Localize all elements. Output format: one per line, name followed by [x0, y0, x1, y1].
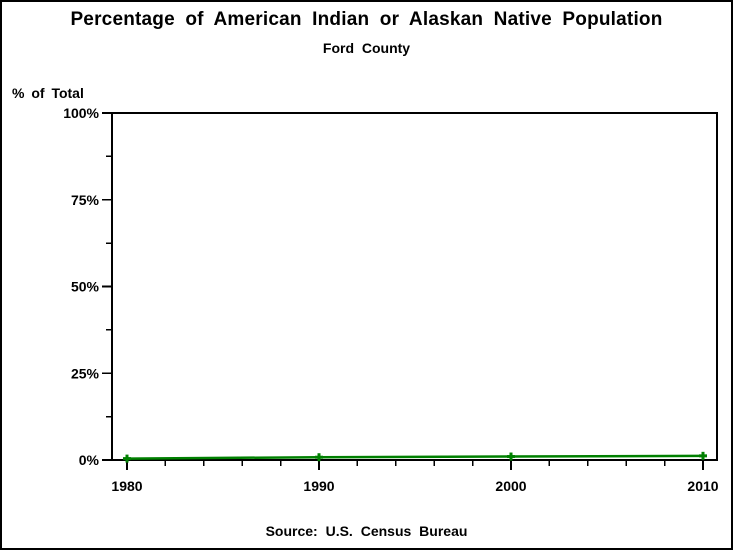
x-tick-label: 1990 [303, 478, 334, 494]
y-tick-label: 50% [71, 279, 100, 295]
y-tick-label: 25% [71, 365, 100, 381]
x-tick-label: 2010 [687, 478, 718, 494]
chart-title: Percentage of American Indian or Alaskan… [70, 9, 663, 30]
plot-frame [111, 112, 718, 461]
chart-subtitle: Ford County [322, 40, 411, 56]
y-tick-label: 75% [71, 192, 100, 208]
x-tick-label: 2000 [495, 478, 526, 494]
source-caption: Source: U.S. Census Bureau [265, 523, 468, 539]
data-line [126, 454, 704, 460]
x-tick-label: 1980 [111, 478, 142, 494]
y-tick-label: 0% [79, 452, 100, 468]
y-axis-label: % of Total [12, 85, 84, 101]
y-tick-label: 100% [63, 105, 99, 121]
